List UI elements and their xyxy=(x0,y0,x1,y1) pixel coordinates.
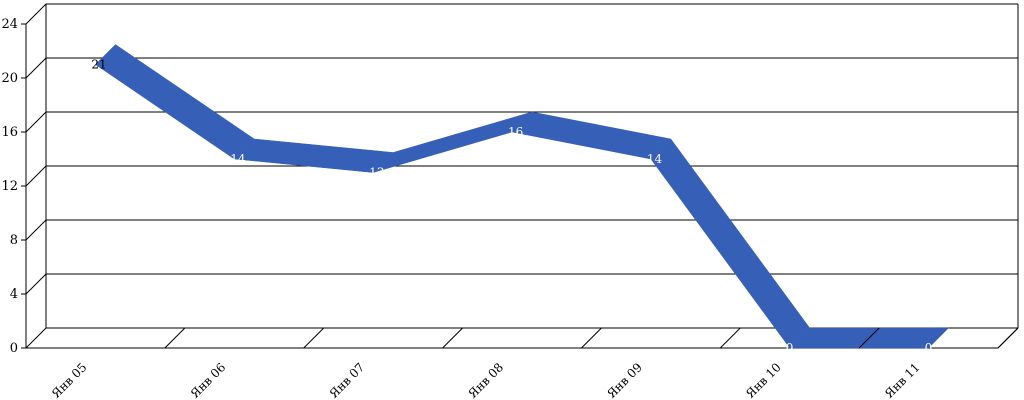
data-label: 0 xyxy=(925,341,933,355)
line-segment xyxy=(372,111,533,173)
side-gridline xyxy=(25,111,47,133)
x-tick-labels: Янв 05 Янв 06 Янв 07 Янв 08 Янв 09 Янв 10 Янв … xyxy=(49,360,923,400)
series-ribbon xyxy=(95,44,950,349)
floor-category-divider xyxy=(164,327,186,349)
gridlines xyxy=(25,3,1018,349)
y-tick-label: 8 xyxy=(10,233,18,248)
x-tick-label: Янв 06 xyxy=(188,360,229,400)
data-labels: 21 14 13 16 14 0 0 xyxy=(91,58,932,356)
floor-category-divider xyxy=(997,327,1019,349)
data-label: 14 xyxy=(230,152,246,166)
line-segment xyxy=(95,44,255,160)
chart-walls xyxy=(25,4,1019,349)
data-label: 16 xyxy=(508,125,523,139)
y-tick-labels: 0 4 8 12 16 20 24 xyxy=(1,17,18,356)
y-tick-label: 0 xyxy=(10,341,18,356)
x-tick-label: Янв 08 xyxy=(465,360,506,400)
side-gridline xyxy=(25,273,47,295)
data-label: 13 xyxy=(369,166,384,180)
x-tick-label: Янв 07 xyxy=(327,360,368,400)
floor-category-divider xyxy=(442,327,463,349)
side-gridline xyxy=(25,165,47,187)
data-label: 21 xyxy=(91,58,106,72)
y-tick-label: 24 xyxy=(1,17,18,32)
x-tick-label: Янв 09 xyxy=(604,360,645,400)
floor-category-divider xyxy=(581,327,602,349)
x-tick-label: Янв 10 xyxy=(743,360,784,400)
data-label: 14 xyxy=(647,152,663,166)
side-gridline xyxy=(25,327,47,349)
floor-category-divider xyxy=(858,327,880,349)
y-tick-label: 4 xyxy=(10,287,18,302)
line-segment xyxy=(650,138,811,349)
axes xyxy=(21,23,1019,349)
side-gridline xyxy=(25,57,47,79)
side-gridline xyxy=(25,3,47,25)
y-tick-label: 16 xyxy=(1,125,18,140)
x-tick-label: Янв 05 xyxy=(49,360,90,400)
floor-category-divider xyxy=(303,327,325,349)
side-gridline xyxy=(25,219,47,241)
y-tick-label: 12 xyxy=(1,179,18,194)
x-tick-label: Янв 11 xyxy=(882,360,923,400)
y-tick-label: 20 xyxy=(1,71,18,86)
data-label: 0 xyxy=(786,341,794,355)
floor-category-divider xyxy=(719,327,741,349)
